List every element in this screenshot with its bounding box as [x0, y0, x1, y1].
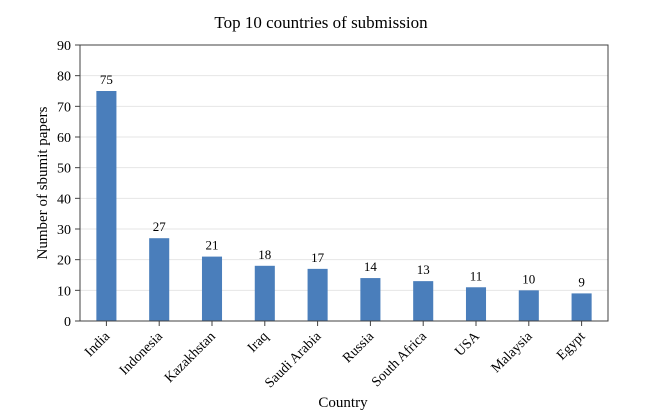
- y-tick-label: 70: [57, 100, 71, 115]
- y-tick-label: 50: [57, 162, 71, 177]
- bar: [149, 238, 170, 321]
- x-tick-label: Egypt: [554, 329, 588, 363]
- bar: [254, 265, 275, 321]
- bar-value-label: 18: [258, 247, 271, 262]
- bar-value-label: 14: [364, 259, 378, 274]
- x-axis-title: Country: [318, 395, 368, 411]
- bar-value-label: 27: [153, 219, 167, 234]
- x-tick-label: Malaysia: [489, 329, 536, 376]
- bar: [201, 256, 223, 321]
- bar: [571, 293, 592, 321]
- y-tick-label: 90: [57, 39, 71, 54]
- bar: [413, 281, 434, 321]
- bar-value-label: 17: [311, 250, 325, 265]
- bar: [307, 268, 328, 321]
- x-tick-label: India: [82, 329, 114, 361]
- y-tick-label: 80: [57, 70, 71, 85]
- y-tick-label: 20: [57, 254, 71, 269]
- bar-value-label: 21: [206, 238, 219, 253]
- y-tick-label: 60: [57, 131, 71, 146]
- x-tick-label: Indonesia: [117, 329, 167, 379]
- y-tick-label: 10: [57, 284, 71, 299]
- y-tick-label: 40: [57, 192, 71, 207]
- bar-value-label: 11: [470, 268, 483, 283]
- y-axis-title: Number of sbumit papers: [35, 106, 51, 259]
- x-tick-label: USA: [452, 329, 483, 360]
- y-axis: 0 10 20 30 40 50 60 70 80 90: [57, 39, 609, 330]
- x-tick-label: South Africa: [369, 329, 430, 390]
- y-tick-label: 0: [64, 315, 71, 330]
- bar-value-label: 10: [522, 271, 535, 286]
- y-tick-label: 30: [57, 223, 71, 238]
- bar: [465, 287, 487, 321]
- bar-value-label: 75: [100, 72, 113, 87]
- bar: [360, 278, 381, 321]
- bars: [96, 91, 592, 321]
- x-tick-label: Iraq: [245, 329, 272, 356]
- x-tick-label: Kazakhstan: [162, 329, 219, 386]
- bar-value-labels: 75 27 21 18 17 14 13 11 10 9: [100, 72, 585, 289]
- bar-value-label: 13: [417, 262, 430, 277]
- bar: [518, 290, 539, 321]
- x-tick-label: Saudi Arabia: [262, 329, 325, 392]
- x-tick-label: Russia: [340, 329, 378, 367]
- plot-frame: [79, 44, 609, 322]
- bar: [96, 91, 117, 321]
- bar-value-label: 9: [578, 274, 585, 289]
- chart-title: Top 10 countries of submission: [214, 13, 428, 32]
